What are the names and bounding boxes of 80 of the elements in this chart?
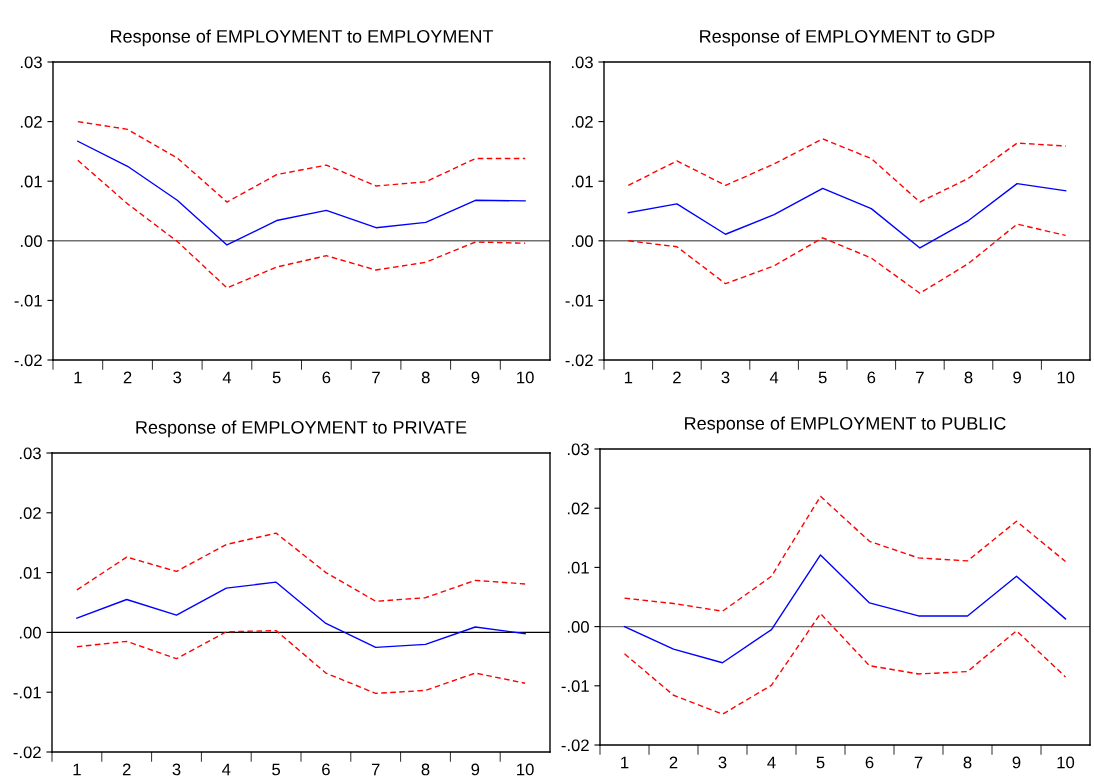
x-tick-label: 5 (272, 371, 281, 384)
x-tick-label: 4 (769, 371, 779, 384)
line-series (623, 495, 1067, 612)
x-tick-label: 2 (123, 371, 132, 384)
x-tick-label: 7 (371, 763, 380, 776)
x-tick-label: 10 (517, 763, 534, 776)
y-tick-label: .00 (19, 626, 41, 639)
y-tick-label: .00 (20, 235, 42, 247)
chart-title: Response of EMPLOYMENT to GDP (700, 29, 995, 47)
y-tick-label: .03 (20, 56, 42, 69)
y-tick-label: .02 (20, 116, 42, 128)
y-tick-label: .03 (567, 443, 589, 456)
x-tick-label: 9 (1012, 756, 1021, 769)
x-tick-label: 4 (222, 371, 232, 384)
line-series (627, 223, 1067, 294)
line-series (77, 159, 526, 289)
x-tick-label: 4 (767, 756, 776, 769)
y-tick-label: .03 (19, 447, 41, 460)
y-tick-label: .00 (567, 621, 589, 633)
y-tick-label: .01 (20, 175, 42, 188)
y-tick-label: -.01 (13, 686, 41, 699)
chart-title: Response of EMPLOYMENT to PRIVATE (136, 420, 467, 438)
line-series (77, 120, 526, 203)
line-series (623, 612, 1067, 715)
x-tick-label: 6 (865, 756, 874, 769)
x-tick-label: 1 (621, 756, 629, 769)
y-tick-label: -.01 (561, 680, 589, 692)
y-tick-label: .01 (567, 561, 589, 574)
line-series (76, 532, 526, 602)
x-tick-label: 1 (624, 371, 633, 384)
x-tick-label: 6 (322, 763, 330, 776)
x-tick-label: 8 (421, 763, 430, 776)
x-tick-label: 5 (272, 763, 281, 776)
line-series (627, 182, 1067, 249)
line-series (77, 140, 526, 246)
x-tick-label: 2 (122, 763, 131, 776)
line-series (76, 581, 526, 649)
x-tick-label: 8 (963, 756, 972, 769)
x-tick-label: 5 (818, 371, 827, 384)
x-tick-label: 9 (1013, 371, 1021, 384)
y-tick-label: .03 (571, 56, 593, 69)
x-tick-label: 3 (173, 371, 182, 384)
x-tick-label: 6 (322, 371, 331, 384)
x-tick-label: 9 (471, 371, 480, 384)
y-tick-label: -.02 (565, 354, 593, 367)
y-tick-label: -.02 (13, 746, 41, 759)
y-tick-label: .01 (571, 175, 593, 188)
x-tick-label: 7 (914, 756, 923, 769)
x-tick-label: 7 (916, 371, 924, 384)
y-tick-label: .02 (567, 502, 589, 515)
x-tick-label: 5 (816, 756, 825, 769)
x-tick-label: 1 (73, 763, 81, 776)
x-tick-label: 10 (517, 371, 534, 384)
line-series (623, 554, 1067, 664)
x-tick-label: 10 (1057, 756, 1075, 769)
x-tick-label: 6 (867, 371, 876, 384)
x-tick-label: 3 (172, 763, 181, 776)
y-tick-label: .02 (571, 116, 593, 128)
x-tick-label: 1 (74, 371, 82, 384)
x-tick-label: 2 (673, 371, 681, 384)
x-tick-label: 3 (718, 756, 727, 769)
line-series (76, 629, 526, 695)
y-tick-label: .02 (19, 507, 41, 519)
y-tick-label: -.02 (561, 739, 589, 752)
x-tick-label: 7 (372, 371, 380, 384)
y-tick-label: -.02 (14, 354, 42, 367)
y-tick-label: .00 (571, 235, 593, 247)
y-tick-label: .01 (19, 567, 41, 579)
x-tick-label: 8 (964, 371, 973, 384)
x-tick-label: 4 (222, 763, 231, 776)
line-series (627, 138, 1067, 203)
x-tick-label: 8 (421, 371, 430, 384)
x-tick-label: 9 (471, 763, 480, 776)
chart-title: Response of EMPLOYMENT to PUBLIC (685, 416, 1006, 434)
chart-title: Response of EMPLOYMENT to EMPLOYMENT (111, 29, 494, 47)
x-tick-label: 10 (1057, 371, 1075, 384)
x-tick-label: 2 (669, 756, 678, 769)
x-tick-label: 3 (721, 371, 730, 384)
y-tick-label: -.01 (14, 294, 42, 307)
y-tick-label: -.01 (565, 294, 593, 307)
